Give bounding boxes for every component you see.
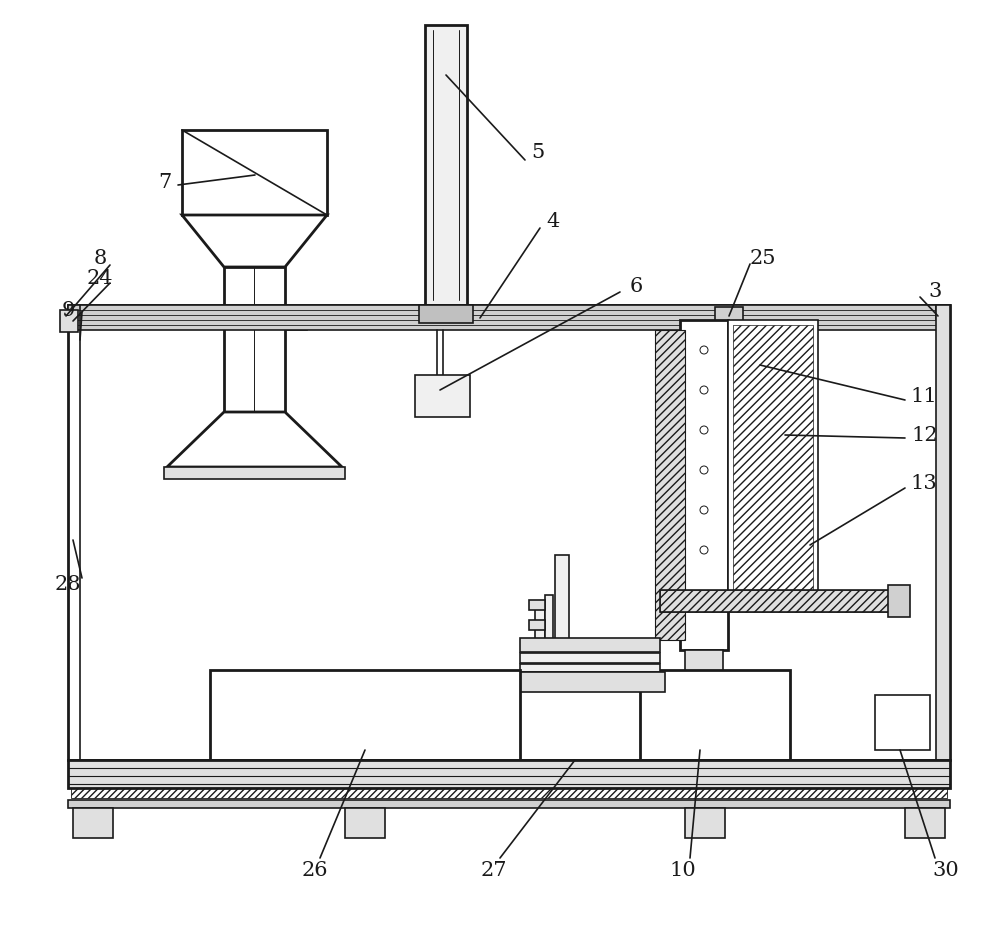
Bar [640,670,790,760]
Bar [68,305,950,330]
Bar [415,375,470,417]
Bar [520,653,660,663]
Bar [680,320,728,650]
Bar [545,595,553,650]
Text: 30: 30 [933,860,959,880]
Bar [685,650,723,720]
Text: 25: 25 [750,248,776,268]
Bar [60,310,78,332]
Bar [68,800,950,808]
Bar [660,590,900,612]
Bar [936,305,950,760]
Text: 26: 26 [302,860,328,880]
Text: 27: 27 [481,860,507,880]
Bar [520,638,660,652]
Polygon shape [182,215,327,267]
Text: 7: 7 [158,172,172,192]
Bar [285,312,307,330]
Bar [182,130,327,215]
Bar [555,555,569,645]
Text: 11: 11 [911,387,937,405]
Bar [510,672,665,692]
Bar [685,808,725,838]
Bar [345,808,385,838]
Text: 4: 4 [546,211,560,231]
Bar [905,808,945,838]
Bar [520,664,660,672]
Bar [888,585,910,617]
Bar [655,330,685,640]
Bar [68,305,950,760]
Text: 6: 6 [629,276,643,296]
Text: 3: 3 [928,282,942,300]
Polygon shape [167,412,342,467]
Bar [419,305,473,323]
Text: 13: 13 [911,473,937,493]
Text: 9: 9 [61,300,75,320]
Bar [529,600,545,610]
Bar [73,808,113,838]
Bar [660,590,900,612]
Bar [68,760,950,788]
Bar [728,320,818,600]
Bar [425,25,467,305]
Text: 24: 24 [87,269,113,287]
Bar [164,467,345,479]
Bar [936,305,950,319]
Bar [71,788,947,798]
Bar [535,605,545,650]
Bar [529,620,545,630]
Bar [875,695,930,750]
Bar [715,307,743,321]
Text: 5: 5 [531,143,545,163]
Bar [224,267,285,412]
Bar [733,325,813,595]
Text: 28: 28 [55,575,81,593]
Text: 12: 12 [912,426,938,445]
Bar [210,670,520,760]
Text: 8: 8 [93,248,107,268]
Text: 10: 10 [670,860,696,880]
